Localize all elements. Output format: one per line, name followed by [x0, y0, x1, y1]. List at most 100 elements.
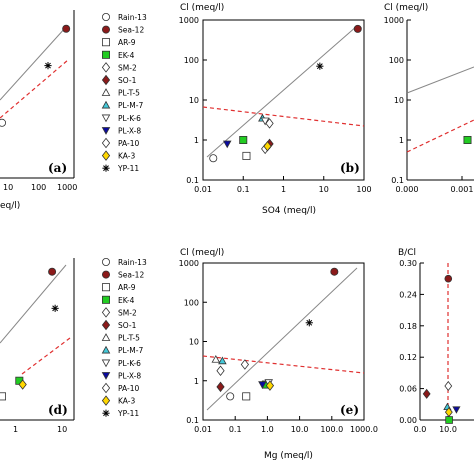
- panel-b-ytick-label: 0.1: [186, 176, 199, 185]
- ka-3-marker: [263, 140, 272, 152]
- yp-11-marker: [102, 164, 110, 172]
- panel-f-xtick-label: 0.0: [414, 425, 427, 434]
- ar-9-marker: [102, 283, 111, 292]
- legend-label: Rain-13: [118, 258, 147, 267]
- panel-c-xtick-label: 0.000: [396, 185, 419, 194]
- panel-b-ylabel: Cl (meq/l): [180, 3, 224, 13]
- panel-c-dashed-line: [406, 119, 474, 153]
- panel-e-ytick-label: 0.1: [186, 416, 199, 425]
- panel-e-xtick-label: 1.0: [261, 425, 274, 434]
- pl-m-7-marker: [218, 356, 227, 365]
- pa-10-marker: [101, 382, 111, 394]
- legend-label: PL-T-5: [118, 334, 140, 343]
- legend-top: Rain-13 Sea-12 AR-9 EK-4 SM-2 SO-1 PL-T-5 PL-M-…: [101, 12, 147, 173]
- panel-f-ytick-label: 0.00: [399, 416, 417, 425]
- ka-3-marker: [101, 150, 111, 161]
- panel-f: B/Cl 0.00 0.06 0.12 0.18 0.24 0.30 0.0 10.0: [398, 248, 474, 434]
- pl-t-5-marker: [211, 354, 221, 363]
- sea-12-marker: [353, 24, 362, 33]
- panel-f-ytick-label: 0.18: [399, 322, 417, 331]
- legend-label: PA-10: [118, 384, 139, 393]
- ka-3-marker: [18, 379, 27, 390]
- legend-label: PL-T-5: [118, 89, 140, 98]
- panel-b-tag: (b): [340, 161, 360, 175]
- panel-f-ytick-label: 0.12: [399, 353, 417, 362]
- legend-label: YP-11: [117, 164, 139, 173]
- rain-13-marker: [102, 257, 111, 266]
- panel-a-xtick: 10: [3, 183, 13, 192]
- legend-label: SM-2: [118, 63, 137, 72]
- panel-c-solid-line: [406, 66, 474, 94]
- panel-b-dashed-line: [202, 106, 365, 127]
- panel-c-ytick-label: 0.1: [391, 176, 404, 185]
- panel-d-xtick: 1: [13, 425, 18, 434]
- ar-9-marker: [242, 151, 251, 160]
- panel-d-regression-line: [0, 264, 67, 344]
- pa-10-marker: [101, 137, 111, 149]
- panel-b-xtick-label: 0.1: [237, 185, 250, 194]
- panel-f-xtick-label: 10.0: [439, 425, 457, 434]
- so-1-marker: [422, 388, 431, 399]
- panel-c-ylabel: Cl (meq/l): [384, 3, 428, 13]
- pl-m-7-marker: [101, 100, 111, 109]
- legend-label: SO-1: [118, 76, 137, 85]
- ka-3-marker: [265, 380, 275, 391]
- sea-12-marker: [102, 270, 111, 279]
- sea-12-marker: [102, 25, 111, 34]
- panel-e-xtick-label: 100.0: [320, 425, 343, 434]
- legend-label: PL-X-8: [118, 371, 141, 380]
- panel-e-ylabel: Cl (meq/l): [180, 248, 224, 258]
- ka-3-marker: [101, 395, 111, 406]
- panel-b-xtick-label: 10: [319, 185, 329, 194]
- panel-b-ytick-label: 1: [194, 136, 199, 145]
- sea-12-marker: [330, 267, 339, 276]
- legend-label: KA-3: [118, 152, 135, 161]
- panel-e-ytick-label: 100: [184, 298, 199, 307]
- sea-12-marker: [48, 267, 57, 276]
- yp-11-marker: [102, 409, 110, 417]
- so-1-marker: [101, 74, 111, 86]
- legend-label: Rain-13: [118, 13, 147, 22]
- panel-b-ytick-label: 10: [189, 96, 199, 105]
- yp-11-marker: [316, 62, 324, 70]
- legend-label: PL-X-8: [118, 126, 141, 135]
- panel-b-xtick-label: 0.01: [194, 185, 212, 194]
- rain-13-marker: [209, 154, 218, 163]
- panel-b-frame: [202, 19, 365, 181]
- panel-c-xtick-label: 0.001: [451, 185, 474, 194]
- panel-c-ytick-label: 100: [389, 56, 404, 65]
- legend-label: YP-11: [117, 409, 139, 418]
- legend-label: SO-1: [118, 321, 137, 330]
- legend-bottom: Rain-13 Sea-12 AR-9 EK-4 SM-2 SO-1 PL-T-5 PL-M-…: [101, 257, 147, 418]
- legend-label: PL-M-7: [118, 346, 143, 355]
- legend-label: SM-2: [118, 308, 137, 317]
- pl-k-6-marker: [260, 117, 270, 126]
- yp-11-marker: [305, 319, 313, 327]
- panel-b-ytick-label: 100: [184, 56, 199, 65]
- panel-d-xtick: 10: [57, 425, 67, 434]
- yp-11-marker: [44, 62, 52, 70]
- rain-13-marker: [102, 12, 111, 21]
- legend-label: Sea-12: [118, 271, 144, 280]
- panel-a-tag: (a): [48, 161, 67, 175]
- pa-10-marker: [265, 118, 274, 129]
- sea-12-marker: [62, 24, 71, 33]
- legend-label: EK-4: [118, 51, 135, 60]
- pl-x-8-marker: [101, 127, 111, 135]
- ek-4-marker: [445, 416, 453, 424]
- panel-b-xtick-label: 100: [356, 185, 371, 194]
- panel-d-tag: (d): [48, 403, 68, 417]
- legend-label: PL-M-7: [118, 101, 143, 110]
- legend-label: Sea-12: [118, 26, 144, 35]
- pl-x-8-marker: [452, 406, 461, 414]
- panel-b-xlabel: SO4 (meq/l): [262, 206, 316, 216]
- pl-t-5-marker: [101, 333, 111, 341]
- pl-x-8-marker: [101, 372, 111, 380]
- pl-x-8-marker: [222, 140, 232, 149]
- panel-e-xtick-label: 10.0: [291, 425, 309, 434]
- panel-e-xtick-label: 1000.0: [350, 425, 378, 434]
- pa-10-marker: [444, 380, 453, 392]
